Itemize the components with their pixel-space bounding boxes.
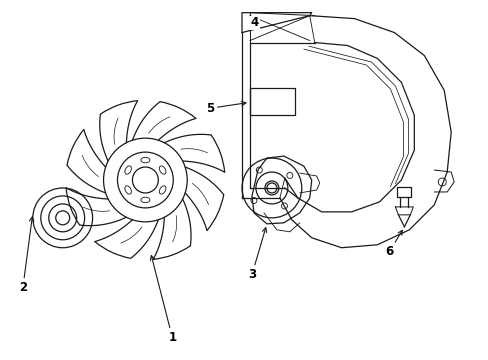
Text: 6: 6 bbox=[385, 230, 402, 258]
Text: 4: 4 bbox=[250, 16, 259, 29]
Text: 1: 1 bbox=[150, 256, 176, 344]
Text: 2: 2 bbox=[19, 217, 34, 294]
Text: 3: 3 bbox=[247, 228, 266, 281]
Text: 5: 5 bbox=[205, 102, 245, 115]
